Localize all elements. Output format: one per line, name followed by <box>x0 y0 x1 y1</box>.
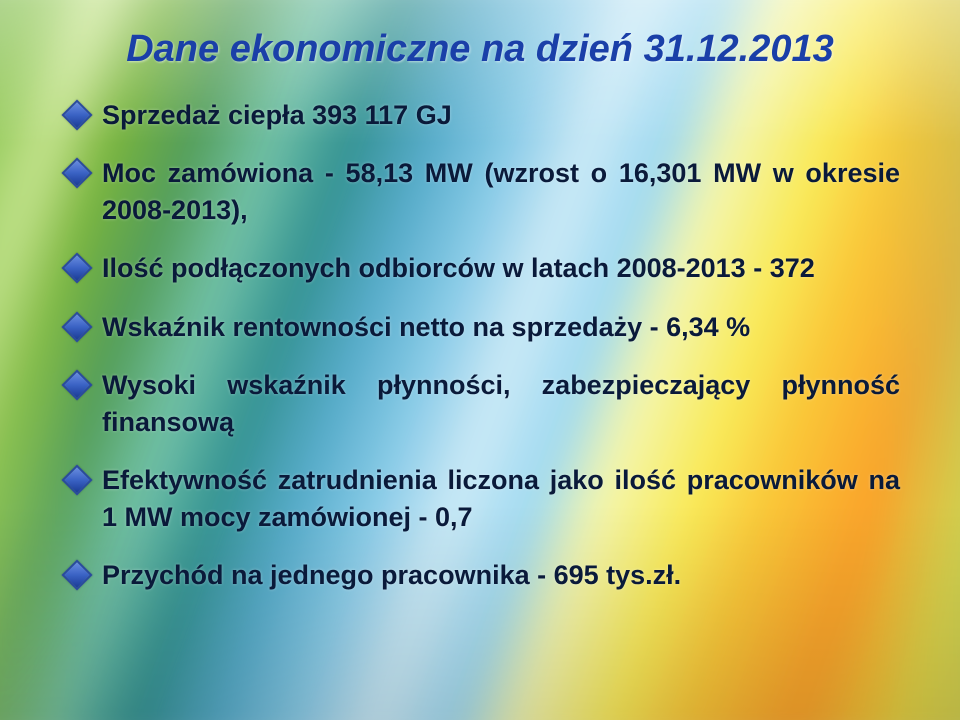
list-item: Wysoki wskaźnik płynności, zabezpieczają… <box>60 367 900 440</box>
list-item: Efektywność zatrudnienia liczona jako il… <box>60 462 900 535</box>
list-item: Sprzedaż ciepła 393 117 GJ <box>60 97 900 133</box>
list-item: Ilość podłączonych odbiorców w latach 20… <box>60 250 900 286</box>
bullet-list: Sprzedaż ciepła 393 117 GJ Moc zamówiona… <box>60 97 900 593</box>
list-item: Moc zamówiona - 58,13 MW (wzrost o 16,30… <box>60 155 900 228</box>
list-item: Wskaźnik rentowności netto na sprzedaży … <box>60 309 900 345</box>
slide-content: Dane ekonomiczne na dzień 31.12.2013 Spr… <box>0 0 960 720</box>
list-item: Przychód na jednego pracownika - 695 tys… <box>60 557 900 593</box>
slide-title: Dane ekonomiczne na dzień 31.12.2013 <box>60 28 900 71</box>
